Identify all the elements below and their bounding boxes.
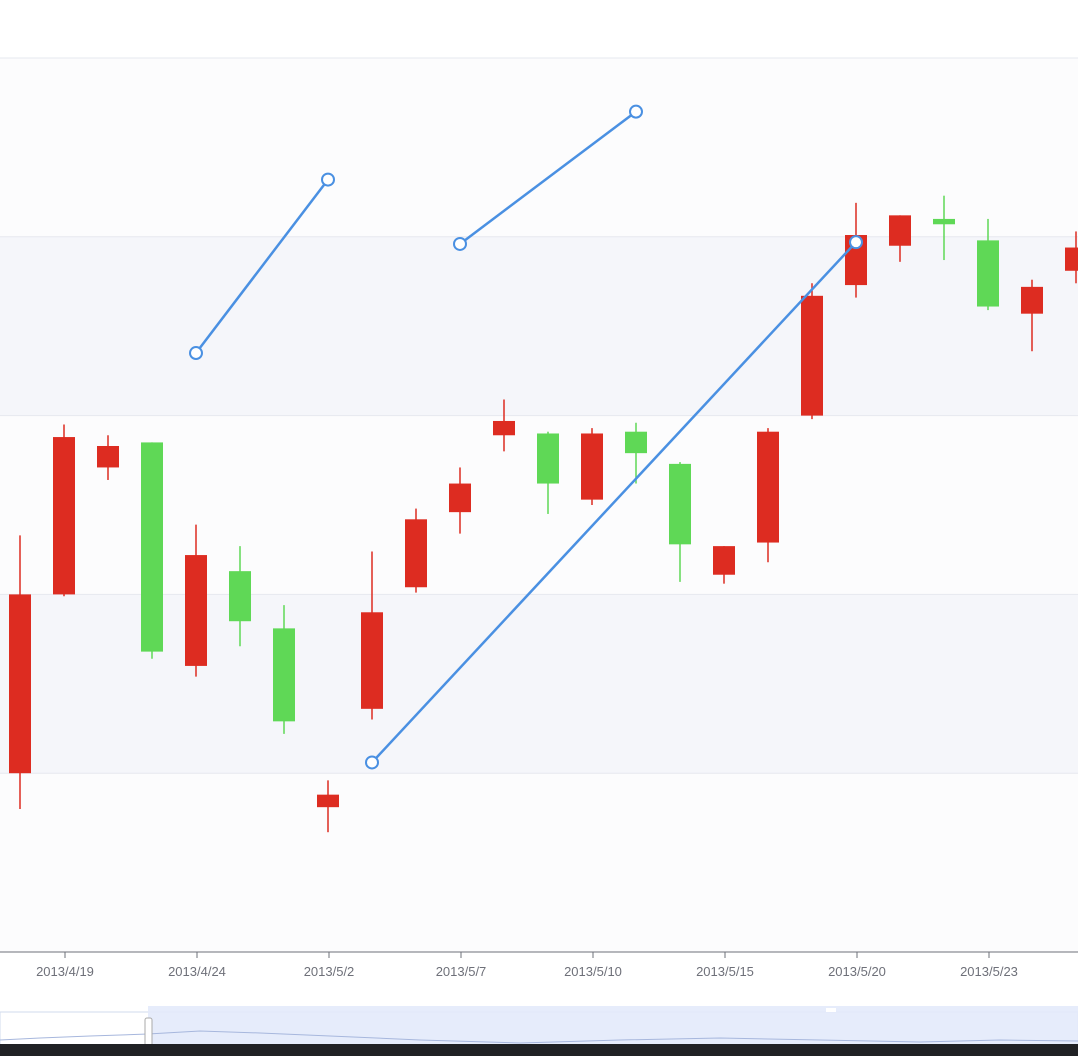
candle-body <box>229 571 251 622</box>
candle-body <box>97 445 119 468</box>
candle-body <box>537 433 559 484</box>
candle-body <box>361 612 383 709</box>
candle-body <box>625 431 647 454</box>
candle-body <box>757 431 779 543</box>
candle-body <box>933 218 955 225</box>
candle-body <box>889 215 911 246</box>
candle-body <box>1065 247 1078 271</box>
trend-line-endpoint <box>365 755 379 770</box>
datazoom-move-handle <box>826 1008 836 1012</box>
candle-body <box>185 555 207 666</box>
split-area-band <box>0 594 1078 774</box>
candle-body <box>141 442 163 652</box>
candle-body <box>493 420 515 436</box>
x-tick-label: 2013/4/19 <box>36 964 94 979</box>
candle-body <box>977 240 999 307</box>
trend-line-endpoint <box>629 104 643 119</box>
datazoom-selected-window <box>148 1006 1078 1046</box>
x-tick-label: 2013/5/23 <box>960 964 1018 979</box>
trend-line <box>371 241 857 764</box>
candle-body <box>801 295 823 416</box>
candle-body <box>317 794 339 808</box>
x-tick-label: 2013/5/7 <box>436 964 487 979</box>
x-tick-label: 2013/5/15 <box>696 964 754 979</box>
candle-body <box>449 483 471 513</box>
trend-line-endpoint <box>321 172 335 187</box>
split-area-band <box>0 773 1078 952</box>
candle-body <box>1021 286 1043 314</box>
candle-body <box>9 594 31 774</box>
x-tick-label: 2013/5/20 <box>828 964 886 979</box>
trend-line <box>195 178 329 354</box>
candle-body <box>53 437 75 595</box>
x-tick-label: 2013/5/10 <box>564 964 622 979</box>
candle-body <box>273 628 295 722</box>
x-tick-label: 2013/5/2 <box>304 964 355 979</box>
candle-body <box>581 433 603 500</box>
candle-body <box>713 546 735 575</box>
datazoom-handle-left <box>144 1017 153 1047</box>
trend-line-endpoint <box>453 236 467 251</box>
candle-body <box>405 519 427 588</box>
trend-line-endpoint <box>849 235 863 250</box>
trend-line-endpoint <box>189 346 203 361</box>
bottom-dark-strip <box>0 1044 1078 1056</box>
split-area-band <box>0 58 1078 237</box>
trend-line <box>459 110 637 245</box>
split-area-band <box>0 236 1078 416</box>
datazoom-preview-line <box>0 1030 1078 1044</box>
candle-body <box>669 463 691 545</box>
x-tick-label: 2013/4/24 <box>168 964 226 979</box>
